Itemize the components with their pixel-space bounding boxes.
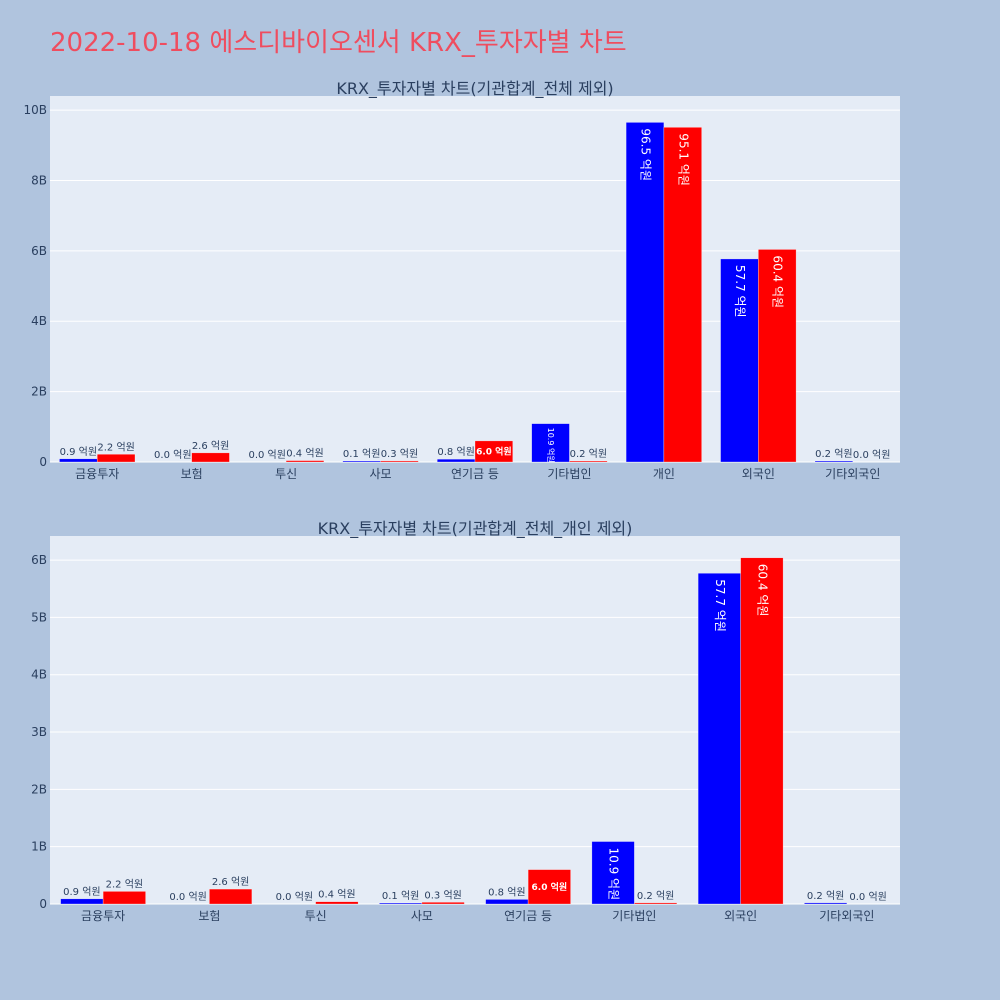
- y-tick-label: 8B: [31, 173, 47, 187]
- data-label: 0.9 억원: [63, 886, 100, 898]
- y-tick-label: 2B: [31, 782, 47, 796]
- sell-bar: [591, 841, 635, 905]
- data-label: 0.1 억원: [382, 890, 419, 902]
- buy-bar: [102, 891, 146, 905]
- x-tick-label: 투신: [275, 467, 297, 480]
- x-tick-label: 연기금 등: [451, 467, 499, 480]
- buy-bar: [740, 557, 784, 905]
- data-label: 0.4 억원: [318, 889, 355, 901]
- data-label: 0.0 억원: [849, 891, 886, 903]
- x-tick-label: 연기금 등: [504, 909, 552, 923]
- data-label: 10.9 억원: [546, 428, 556, 463]
- buy-bar: [527, 869, 571, 905]
- buy-bar: [315, 901, 359, 905]
- sell-bar: [379, 902, 423, 905]
- x-tick-label: 투신: [305, 909, 327, 923]
- sell-bar: [720, 258, 759, 463]
- data-label: 57.7 억원: [733, 265, 747, 318]
- x-tick-label: 보험: [198, 909, 220, 923]
- buy-bar: [421, 902, 465, 905]
- data-label: 95.1 억원: [676, 133, 690, 186]
- x-tick-label: 사모: [411, 909, 433, 923]
- data-label: 0.8 억원: [488, 886, 525, 898]
- buy-bar: [96, 454, 136, 463]
- sell-bar: [485, 899, 529, 905]
- sell-bar: [697, 573, 741, 905]
- sell-bar: [531, 423, 570, 463]
- x-tick-label: 보험: [181, 467, 203, 480]
- x-tick-label: 기타외국인: [819, 909, 874, 923]
- data-label: 60.4 억원: [755, 564, 769, 617]
- buy-bar: [474, 440, 514, 463]
- data-label: 0.0 억원: [154, 449, 191, 461]
- buy-bar: [634, 902, 678, 905]
- data-label: 0.2 억원: [807, 890, 844, 902]
- data-label: 2.6 억원: [192, 440, 229, 452]
- y-tick-label: 2B: [31, 385, 47, 399]
- data-label: 0.3 억원: [424, 889, 461, 901]
- data-label: 60.4 억원: [771, 255, 785, 308]
- buy-bar: [569, 460, 608, 463]
- x-tick-label: 금융투자: [81, 909, 125, 923]
- data-label: 0.2 억원: [637, 890, 674, 902]
- x-tick-label: 사모: [370, 467, 392, 480]
- data-label: 0.0 억원: [276, 891, 313, 903]
- sell-bar: [804, 902, 848, 905]
- data-label: 0.8 억원: [437, 446, 474, 458]
- data-label: 0.0 억원: [853, 449, 890, 461]
- data-label: 10.9 억원: [607, 848, 621, 901]
- buy-bar: [285, 460, 325, 463]
- y-tick-label: 4B: [31, 314, 47, 328]
- data-label: 96.5 억원: [639, 128, 653, 181]
- y-tick-label: 0: [39, 455, 47, 469]
- buy-bar: [191, 452, 230, 463]
- data-label: 2.2 억원: [106, 878, 143, 890]
- data-label: 0.0 억원: [248, 449, 285, 461]
- page-title: 2022-10-18 에스디바이오센서 KRX_투자자별 차트: [50, 28, 627, 58]
- chart-top: 0 2B 4B 6B 8B 10B KRX_투자자별 차트(기관합계_전체 제외) 금융투자 0…: [23, 79, 900, 480]
- y-tick-label: 1B: [31, 840, 47, 854]
- buy-bar: [663, 127, 702, 463]
- y-tick-label: 0: [39, 897, 47, 911]
- data-label: 6.0 억원: [476, 445, 512, 457]
- data-label: 0.4 억원: [286, 448, 323, 460]
- x-tick-label: 금융투자: [75, 467, 119, 480]
- sell-bar: [625, 122, 665, 463]
- buy-bar: [209, 888, 253, 905]
- data-label: 0.3 억원: [381, 448, 418, 460]
- x-tick-label: 개인: [653, 467, 675, 480]
- chart-title: KRX_투자자별 차트(기관합계_전체 제외): [336, 79, 613, 99]
- sell-bar: [342, 460, 381, 463]
- y-tick-label: 5B: [31, 610, 47, 624]
- data-label: 0.1 억원: [343, 448, 380, 460]
- y-tick-label: 10B: [23, 103, 47, 117]
- x-tick-label: 기타법인: [547, 467, 591, 480]
- sell-bar: [814, 460, 854, 463]
- y-tick-label: 4B: [31, 668, 47, 682]
- buy-bar: [380, 460, 419, 463]
- x-tick-label: 기타외국인: [825, 467, 880, 480]
- y-tick-label: 3B: [31, 725, 47, 739]
- data-label: 6.0 억원: [532, 881, 568, 893]
- sell-bar: [60, 898, 104, 905]
- sell-bar: [59, 458, 98, 463]
- data-label: 2.2 억원: [97, 441, 134, 453]
- y-tick-label: 6B: [31, 244, 47, 258]
- y-tick-label: 6B: [31, 553, 47, 567]
- data-label: 2.6 억원: [212, 876, 249, 888]
- sell-bar: [436, 458, 476, 463]
- x-tick-label: 기타법인: [612, 909, 656, 923]
- data-label: 0.2 억원: [815, 448, 852, 460]
- data-label: 57.7 억원: [713, 579, 727, 632]
- x-tick-label: 외국인: [724, 909, 757, 923]
- chart-title: KRX_투자자별 차트(기관합계_전체_개인 제외): [318, 519, 633, 539]
- chart-bottom: 0 1B 2B 3B 4B 5B 6B KRX_투자자별 차트(기관합계_전체_개인 제외) 금…: [31, 519, 900, 923]
- x-tick-label: 외국인: [742, 467, 775, 480]
- data-label: 0.2 억원: [570, 448, 607, 460]
- data-label: 0.0 억원: [169, 891, 206, 903]
- buy-bar: [758, 249, 797, 463]
- data-label: 0.9 억원: [60, 446, 97, 458]
